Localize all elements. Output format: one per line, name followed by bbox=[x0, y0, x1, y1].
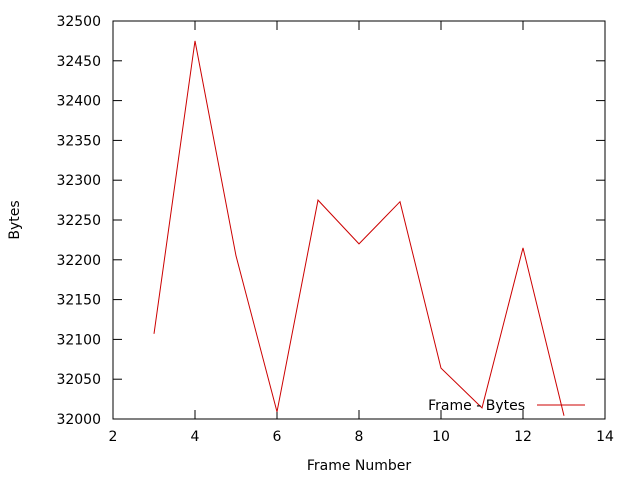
series-line bbox=[153, 40, 565, 416]
x-tick-label: 6 bbox=[273, 429, 282, 445]
plot-frame bbox=[112, 20, 606, 420]
y-axis-label: Bytes bbox=[7, 200, 23, 239]
series-group bbox=[153, 40, 565, 416]
y-tick-label: 32500 bbox=[56, 14, 101, 30]
x-tick-label: 4 bbox=[191, 429, 200, 445]
y-tick-label: 32250 bbox=[56, 213, 101, 229]
y-tick-label: 32300 bbox=[56, 173, 101, 189]
x-axis-ticks: 2 4 6 8 10 12 14 bbox=[109, 21, 614, 445]
x-tick-label: 12 bbox=[514, 429, 532, 445]
x-tick-label: 8 bbox=[355, 429, 364, 445]
x-tick-label: 14 bbox=[596, 429, 614, 445]
x-tick-label: 10 bbox=[432, 429, 450, 445]
y-tick-label: 32150 bbox=[56, 293, 101, 309]
y-tick-label: 32450 bbox=[56, 54, 101, 70]
y-axis-ticks: 32000 32050 32100 32150 32200 32250 32300 32350… bbox=[56, 14, 605, 428]
legend-label: Frame - Bytes bbox=[428, 398, 525, 414]
y-tick-label: 32100 bbox=[56, 332, 101, 348]
y-tick-label: 32350 bbox=[56, 133, 101, 149]
y-tick-label: 32400 bbox=[56, 94, 101, 110]
y-tick-label: 32200 bbox=[56, 253, 101, 269]
x-tick-label: 2 bbox=[109, 429, 118, 445]
legend: Frame - Bytes bbox=[428, 398, 585, 414]
y-tick-label: 32050 bbox=[56, 372, 101, 388]
y-tick-label: 32000 bbox=[56, 412, 101, 428]
x-axis-label: Frame Number bbox=[307, 458, 412, 474]
